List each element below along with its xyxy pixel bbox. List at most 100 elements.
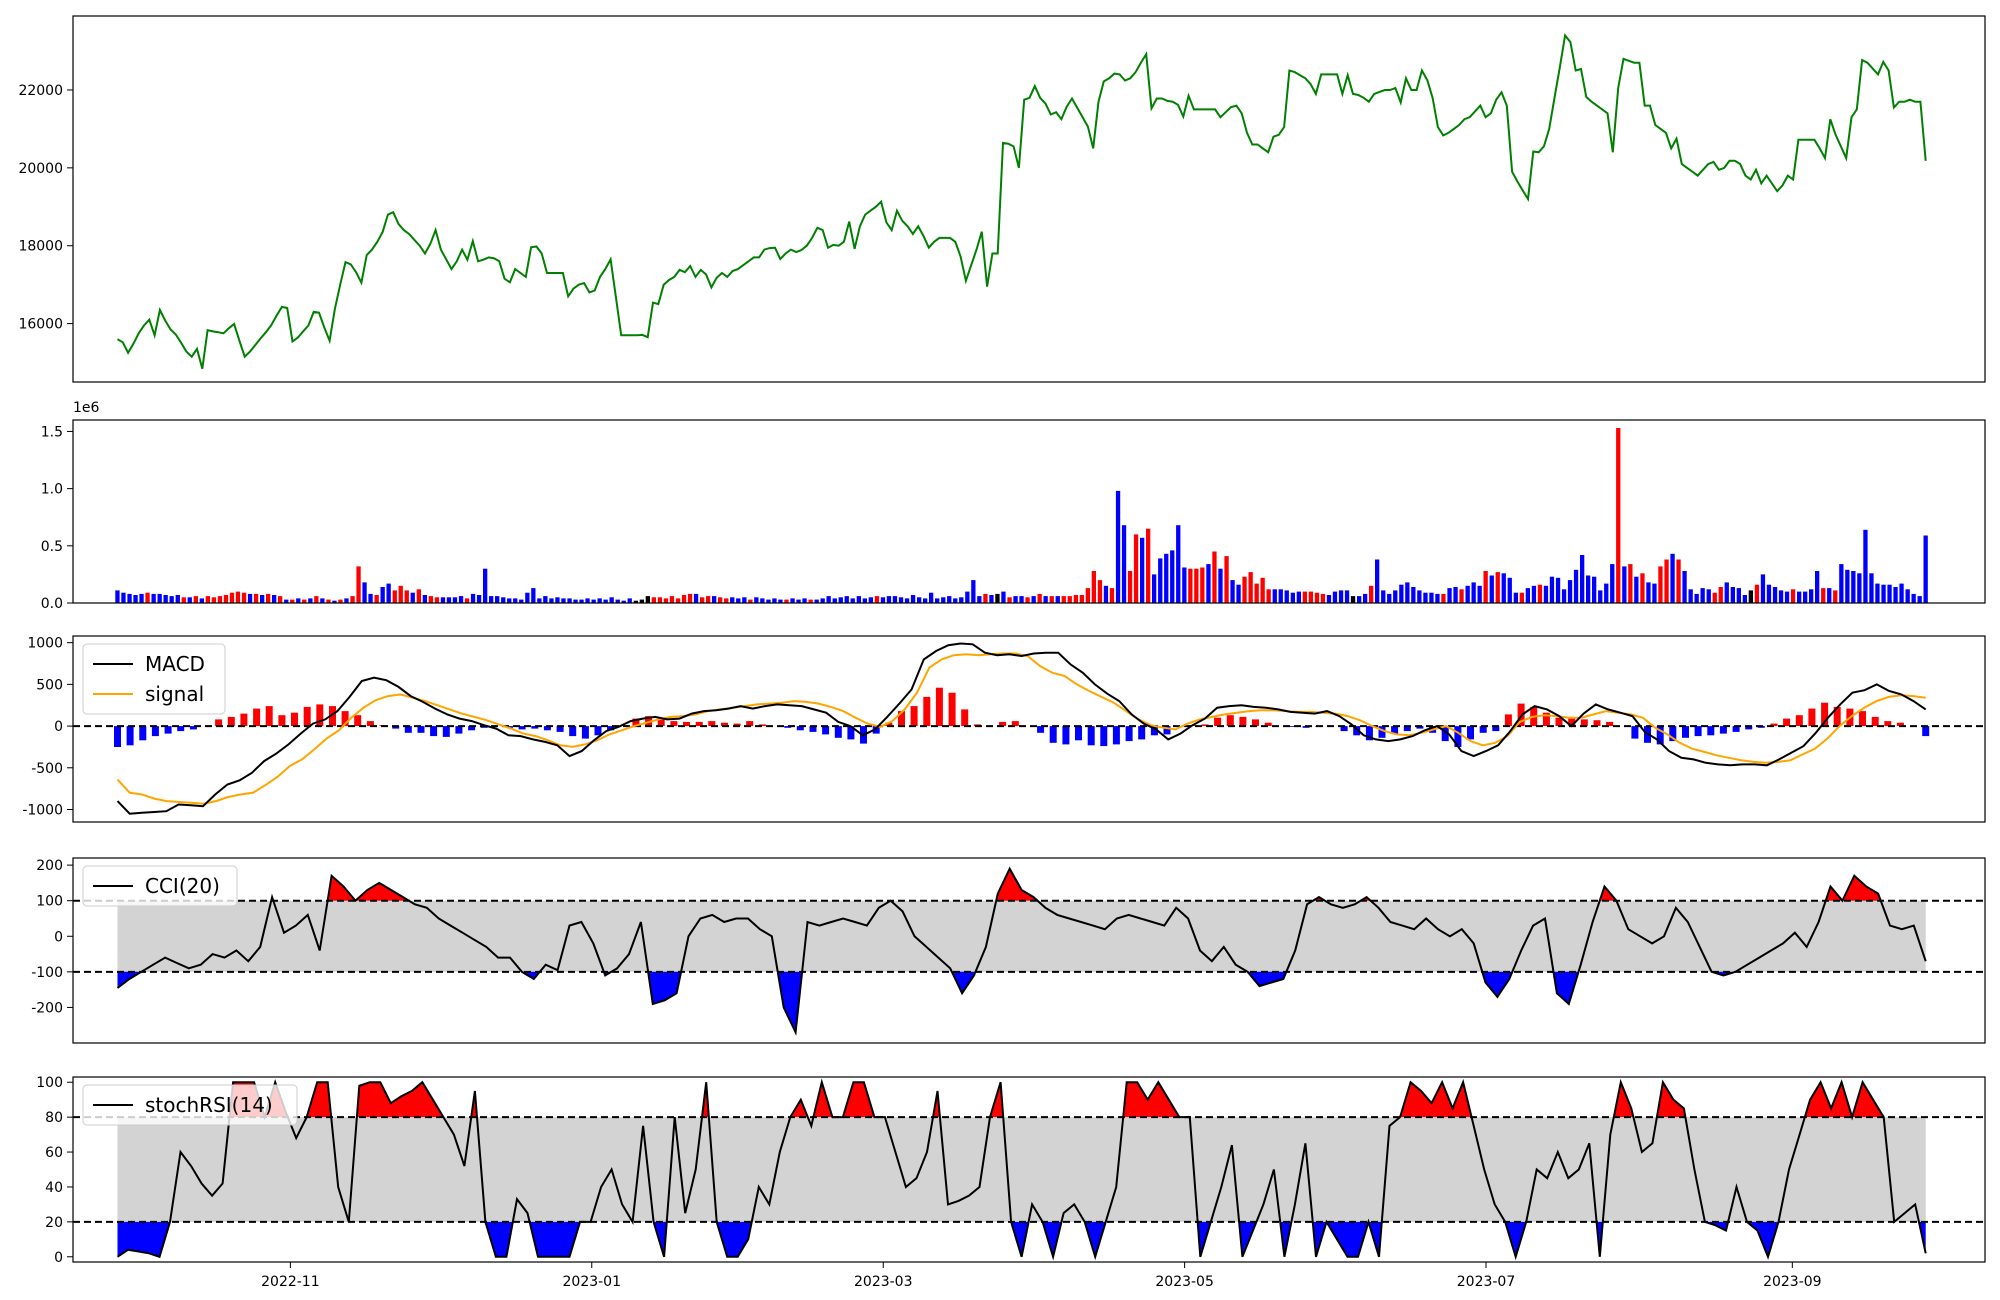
volume-bar xyxy=(1863,529,1868,603)
volume-bar xyxy=(742,597,747,603)
macd-histogram-bar xyxy=(1732,726,1740,732)
legend: MACD signal xyxy=(82,643,226,715)
volume-bar xyxy=(1073,595,1078,603)
volume-bar xyxy=(1308,591,1313,603)
volume-bar xyxy=(1411,587,1416,603)
volume-bar xyxy=(1097,580,1103,603)
volume-bar xyxy=(332,600,337,603)
y-tick-label: 80 xyxy=(45,1110,63,1126)
volume-bar xyxy=(1326,595,1332,603)
volume-bar xyxy=(1658,566,1663,603)
volume-bar xyxy=(187,597,192,603)
macd-histogram-bar xyxy=(366,721,374,727)
volume-bar xyxy=(1441,593,1446,603)
y-tick-label: -500 xyxy=(31,761,63,777)
volume-bar xyxy=(1320,593,1326,603)
volume-bar xyxy=(531,588,536,603)
volume-bar xyxy=(1152,574,1157,603)
macd-histogram-bar xyxy=(1631,726,1639,739)
macd-histogram-bar xyxy=(1504,714,1512,727)
x-tick-label: 2023-03 xyxy=(854,1274,913,1290)
volume-bar xyxy=(1435,593,1440,603)
volume-bar xyxy=(1338,590,1344,603)
y-tick-label: 16000 xyxy=(18,317,63,333)
volume-bar xyxy=(1170,550,1175,603)
volume-bar xyxy=(1158,558,1163,603)
volume-bar xyxy=(772,598,777,603)
volume-bar xyxy=(802,598,807,603)
volume-bar xyxy=(868,597,873,603)
volume-bar xyxy=(1797,591,1802,603)
volume-bar xyxy=(235,591,241,603)
volume-bar xyxy=(1592,576,1597,603)
volume-bar xyxy=(898,597,904,603)
volume-bar xyxy=(1242,576,1247,603)
macd-histogram-bar xyxy=(1770,723,1778,727)
volume-bar xyxy=(1085,588,1090,603)
macd-histogram-bar xyxy=(1593,720,1601,726)
volume-bar xyxy=(398,585,403,603)
volume-bar xyxy=(796,599,801,603)
volume-bar xyxy=(971,580,976,603)
macd-histogram-bar xyxy=(758,724,766,727)
volume-bar xyxy=(886,596,892,603)
macd-histogram-bar xyxy=(139,726,147,741)
macd-histogram-bar xyxy=(1075,726,1082,741)
macd-histogram-bar xyxy=(1922,726,1930,737)
volume-bar xyxy=(766,599,771,603)
macd-histogram-bar xyxy=(1542,712,1550,726)
volume-bar xyxy=(1176,525,1181,603)
macd-histogram-bar xyxy=(1037,726,1045,733)
volume-bar xyxy=(874,596,880,603)
volume-bar xyxy=(1055,596,1060,603)
legend-label: stochRSI(14) xyxy=(145,1093,273,1117)
volume-bar xyxy=(229,592,235,603)
volume-bar xyxy=(223,595,229,603)
axes-frame xyxy=(72,419,1986,604)
volume-bar xyxy=(675,598,681,603)
macd-histogram-bar xyxy=(506,726,513,728)
y-tick-label: 0 xyxy=(54,719,63,735)
volume-bar xyxy=(434,597,440,603)
y-tick-label: 40 xyxy=(45,1180,63,1196)
volume-bar xyxy=(1821,588,1826,603)
macd-histogram-bar xyxy=(253,708,261,727)
volume-bar xyxy=(368,593,373,603)
macd-histogram-bar xyxy=(683,721,690,727)
volume-bar xyxy=(199,598,204,603)
volume-bar xyxy=(320,598,325,603)
volume-bar xyxy=(1766,584,1772,603)
volume-bar xyxy=(1507,577,1512,603)
macd-histogram-bar xyxy=(1252,719,1259,727)
volume-bar xyxy=(476,595,482,603)
volume-bar xyxy=(1827,588,1832,603)
neutral-band xyxy=(117,1117,1926,1222)
volume-bar xyxy=(1091,571,1096,603)
macd-histogram-bar xyxy=(1011,721,1019,727)
macd-histogram-bar xyxy=(999,721,1007,727)
volume-bar xyxy=(1218,568,1223,603)
volume-bar xyxy=(1543,585,1549,603)
stoch-rsi-panel: 0 20 40 60 80 100 stochRSI(14) 2022-11 2023-01 20… xyxy=(36,1075,1986,1290)
macd-histogram-bar xyxy=(1340,726,1348,732)
macd-histogram-bar xyxy=(1884,721,1892,727)
macd-histogram-bar xyxy=(809,726,817,732)
volume-bar xyxy=(296,598,301,603)
macd-histogram-bar xyxy=(1580,719,1588,727)
price-panel: 16000 18000 20000 22000 xyxy=(18,15,1986,383)
volume-bar xyxy=(1567,580,1573,603)
volume-bar xyxy=(923,598,928,603)
volume-bar xyxy=(314,596,319,603)
volume-bar xyxy=(1573,569,1579,603)
volume-bar xyxy=(1357,596,1362,603)
volume-bar xyxy=(1839,564,1844,603)
volume-bar xyxy=(1013,596,1018,603)
volume-bar xyxy=(917,597,922,603)
volume-bar xyxy=(693,593,699,603)
macd-histogram-bar xyxy=(1138,726,1146,740)
volume-bar xyxy=(1115,490,1121,603)
volume-bar xyxy=(1700,588,1705,603)
volume-bar xyxy=(1140,537,1145,603)
volume-bar xyxy=(1664,559,1669,603)
volume-bar xyxy=(1483,571,1488,603)
